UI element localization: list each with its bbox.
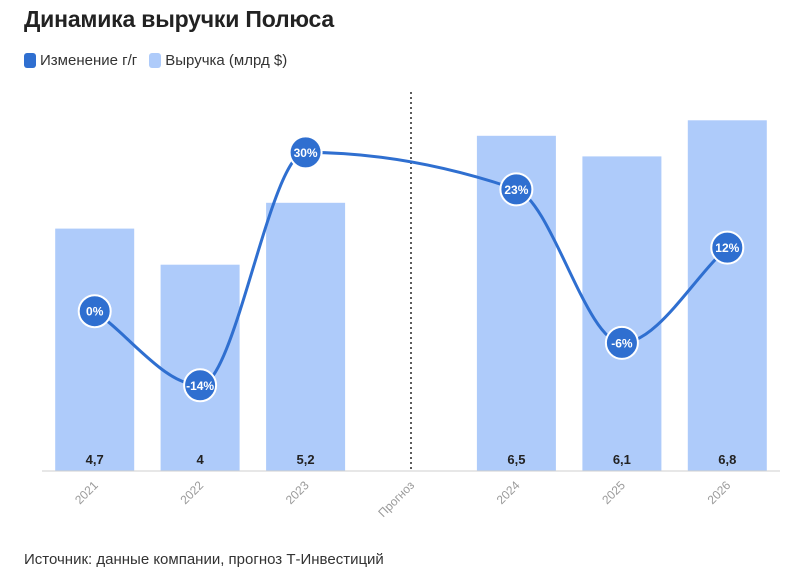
- change-point-2024: [499, 172, 534, 207]
- legend-item-revenue: Выручка (млрд $): [149, 52, 287, 69]
- bar-label-2023: 5,2: [297, 452, 315, 467]
- bar-label-2021: 4,7: [86, 452, 104, 467]
- x-tick-label-1: 2022: [177, 478, 206, 507]
- bar-label-2024: 6,5: [507, 452, 525, 467]
- x-tick-label-4: 2024: [494, 478, 523, 507]
- bar-2021: [55, 228, 135, 471]
- legend-swatch-revenue: [149, 53, 162, 68]
- legend-swatch-change: [24, 53, 36, 68]
- legend: Изменение г/г Выручка (млрд $): [24, 52, 299, 69]
- change-label-2024: 23%: [504, 183, 528, 197]
- change-label-2022: -14%: [186, 379, 214, 393]
- bar-label-2022: 4: [197, 452, 205, 467]
- bar-2025: [582, 156, 662, 471]
- bar-2023: [266, 202, 346, 472]
- change-label-2021: 0%: [86, 305, 104, 319]
- bar-label-2025: 6,1: [613, 452, 631, 467]
- change-point-2021: [77, 294, 112, 329]
- chart-title: Динамика выручки Полюса: [24, 6, 334, 32]
- legend-item-change: Изменение г/г: [24, 52, 137, 69]
- source-note: Источник: данные компании, прогноз Т-Инв…: [24, 551, 384, 568]
- change-label-2023: 30%: [294, 146, 318, 160]
- change-point-2026: [710, 230, 745, 265]
- change-label-2025: -6%: [611, 336, 633, 350]
- x-tick-label-0: 2021: [72, 478, 101, 507]
- x-tick-label-3: Прогноз: [375, 478, 417, 520]
- legend-label-change: Изменение г/г: [40, 52, 138, 69]
- bar-label-2026: 6,8: [718, 452, 736, 467]
- change-point-2022: [183, 368, 218, 403]
- change-point-2023: [288, 135, 323, 170]
- legend-label-revenue: Выручка (млрд $): [165, 52, 288, 69]
- bar-2026: [687, 120, 767, 472]
- change-point-2025: [604, 325, 639, 360]
- change-label-2026: 12%: [715, 241, 739, 255]
- x-tick-label-5: 2025: [599, 478, 628, 507]
- x-tick-label-6: 2026: [705, 478, 734, 507]
- bar-2022: [160, 264, 240, 471]
- x-tick-label-2: 2023: [283, 478, 312, 507]
